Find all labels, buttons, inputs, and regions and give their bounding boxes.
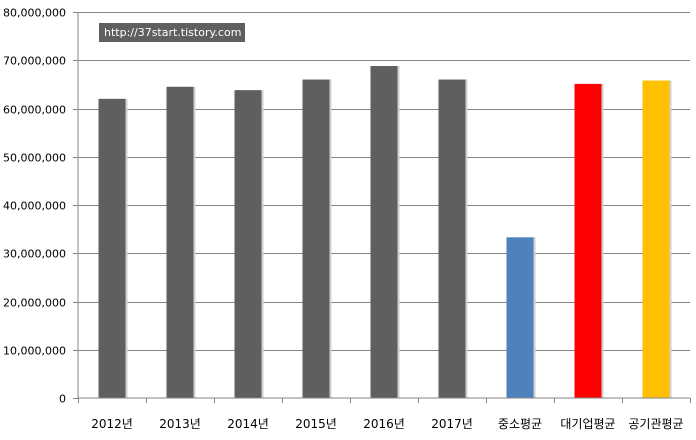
bar — [642, 80, 670, 398]
x-axis-tick-marks — [78, 398, 691, 403]
bar — [234, 90, 262, 398]
watermark-text: http://37start.tistory.com — [104, 26, 241, 39]
y-tick-label: 80,000,000 — [3, 7, 66, 20]
y-tick-label: 20,000,000 — [3, 297, 66, 310]
y-tick-label: 60,000,000 — [3, 104, 66, 117]
bar — [506, 237, 534, 398]
y-tick-label: 50,000,000 — [3, 152, 66, 165]
y-tick-label: 70,000,000 — [3, 55, 66, 68]
bar — [438, 79, 466, 399]
y-tick-label: 40,000,000 — [3, 200, 66, 213]
x-category-label: 2017년 — [431, 417, 473, 431]
y-tick-label: 0 — [59, 393, 66, 406]
bar — [574, 83, 602, 398]
watermark-background — [99, 23, 245, 42]
x-category-label: 2016년 — [363, 417, 405, 431]
x-category-label: 공기관평균 — [628, 417, 683, 431]
x-category-label: 중소평균 — [498, 417, 542, 431]
x-category-label: 대기업평균 — [560, 417, 615, 431]
y-tick-label: 30,000,000 — [3, 248, 66, 261]
bar — [166, 86, 194, 398]
bar — [98, 98, 126, 398]
bars — [98, 66, 672, 399]
y-tick-label: 10,000,000 — [3, 345, 66, 358]
bar — [370, 66, 398, 398]
bar — [302, 79, 330, 399]
watermark: http://37start.tistory.com — [99, 23, 245, 42]
x-category-label: 2014년 — [227, 417, 269, 431]
x-category-label: 2013년 — [159, 417, 201, 431]
x-axis-category-labels: 2012년 2013년 2014년 2015년 2016년 2017년 중소평균 대기업평균 공… — [91, 417, 683, 431]
y-axis-tick-labels: 0 10,000,000 20,000,000 30,000,000 40,000,00… — [3, 7, 78, 406]
x-category-label: 2012년 — [91, 417, 133, 431]
x-category-label: 2015년 — [295, 417, 337, 431]
